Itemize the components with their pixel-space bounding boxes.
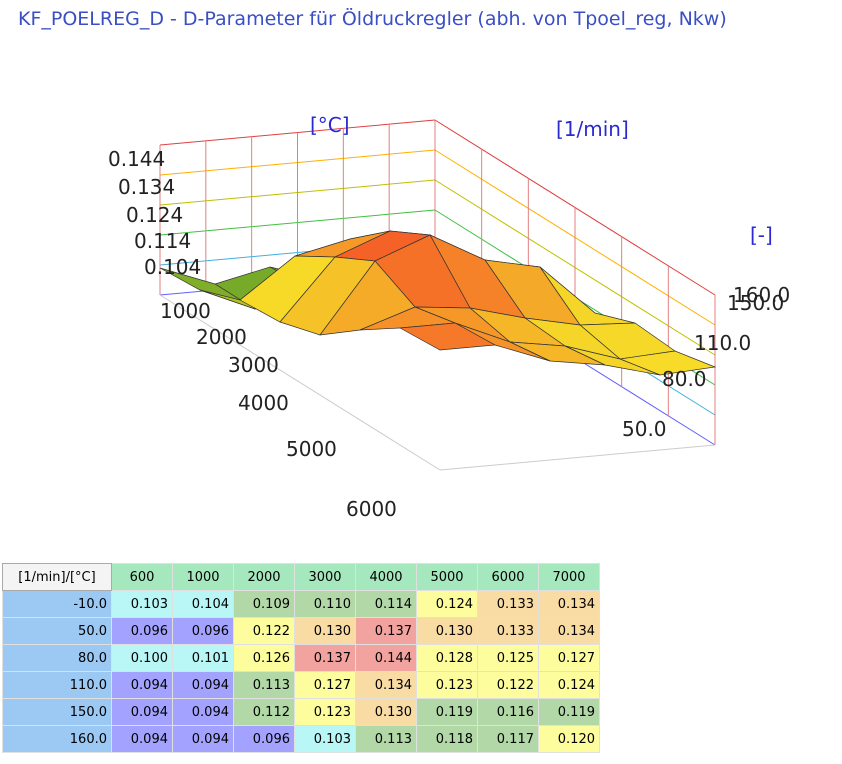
header-row: [1/min]/[°C] 600 1000 2000 3000 4000 5000 6000 7… [2, 563, 600, 591]
value-cell: 0.110 [294, 590, 356, 618]
value-cell: 0.094 [172, 671, 234, 699]
value-cell: 0.120 [538, 725, 600, 753]
z-tick-label: 0.104 [144, 255, 201, 279]
rpm-tick-label: 2000 [196, 325, 247, 349]
value-cell: 0.133 [477, 617, 539, 645]
column-header: 600 [111, 563, 173, 591]
value-cell: 0.096 [111, 617, 173, 645]
column-header: 2000 [233, 563, 295, 591]
z-tick-label: 0.144 [108, 147, 165, 171]
data-row: 80.0 0.100 0.101 0.126 0.137 0.144 0.128 0.125 0… [2, 644, 600, 672]
data-row: 50.0 0.096 0.096 0.122 0.130 0.137 0.130 0.133 0… [2, 617, 600, 645]
row-header: 50.0 [2, 617, 112, 645]
surface-patch [398, 322, 497, 351]
value-cell: 0.119 [538, 698, 600, 726]
value-cell: 0.117 [477, 725, 539, 753]
value-cell: 0.096 [172, 617, 234, 645]
value-cell: 0.134 [538, 617, 600, 645]
axis-label: [1/min] [556, 117, 629, 141]
data-row: 160.0 0.094 0.094 0.096 0.103 0.113 0.118 0.117… [2, 725, 600, 753]
temp-tick-label: 150.0 [727, 291, 784, 315]
column-header: 4000 [355, 563, 417, 591]
value-cell: 0.112 [233, 698, 295, 726]
value-cell: 0.109 [233, 590, 295, 618]
map-table: [1/min]/[°C] 600 1000 2000 3000 4000 5000 6000 7… [2, 563, 600, 753]
rpm-tick-label: 3000 [228, 353, 279, 377]
z-tick-label: 0.114 [134, 229, 191, 253]
value-cell: 0.133 [477, 590, 539, 618]
value-cell: 0.137 [294, 644, 356, 672]
value-cell: 0.116 [477, 698, 539, 726]
data-row: 110.0 0.094 0.094 0.113 0.127 0.134 0.123 0.122… [2, 671, 600, 699]
z-tick-label: 0.124 [126, 203, 183, 227]
floor-line [439, 444, 716, 471]
temp-tick-label: 160.0 [733, 283, 790, 307]
row-header: -10.0 [2, 590, 112, 618]
value-cell: 0.124 [538, 671, 600, 699]
value-cell: 0.113 [355, 725, 417, 753]
column-header: 1000 [172, 563, 234, 591]
value-cell: 0.100 [111, 644, 173, 672]
value-cell: 0.125 [477, 644, 539, 672]
column-header: 7000 [538, 563, 600, 591]
rpm-tick-label: 6000 [346, 497, 397, 521]
rpm-tick-label: 1000 [160, 299, 211, 323]
value-cell: 0.134 [538, 590, 600, 618]
value-cell: 0.113 [233, 671, 295, 699]
value-cell: 0.103 [294, 725, 356, 753]
value-cell: 0.130 [294, 617, 356, 645]
value-cell: 0.124 [416, 590, 478, 618]
floor-line [159, 294, 441, 471]
row-header: 150.0 [2, 698, 112, 726]
temp-tick-label: 110.0 [694, 331, 751, 355]
value-cell: 0.130 [416, 617, 478, 645]
value-cell: 0.114 [355, 590, 417, 618]
data-row: -10.0 0.103 0.104 0.109 0.110 0.114 0.124 0.133… [2, 590, 600, 618]
row-header: 110.0 [2, 671, 112, 699]
row-header: 80.0 [2, 644, 112, 672]
row-header: 160.0 [2, 725, 112, 753]
value-cell: 0.123 [416, 671, 478, 699]
axis-label: [°C] [310, 113, 350, 137]
value-cell: 0.094 [111, 671, 173, 699]
value-cell: 0.094 [111, 725, 173, 753]
value-cell: 0.094 [172, 698, 234, 726]
temp-tick-label: 80.0 [662, 367, 707, 391]
value-cell: 0.134 [355, 671, 417, 699]
value-cell: 0.122 [233, 617, 295, 645]
corner-cell: [1/min]/[°C] [2, 563, 112, 591]
axis-label: [-] [750, 223, 773, 247]
value-cell: 0.094 [172, 725, 234, 753]
value-cell: 0.096 [233, 725, 295, 753]
window-title: KF_POELREG_D - D-Parameter für Öldruckre… [18, 8, 727, 30]
rpm-tick-label: 5000 [286, 437, 337, 461]
value-cell: 0.103 [111, 590, 173, 618]
value-cell: 0.126 [233, 644, 295, 672]
value-cell: 0.101 [172, 644, 234, 672]
value-cell: 0.104 [172, 590, 234, 618]
temp-tick-label: 50.0 [622, 417, 667, 441]
value-cell: 0.123 [294, 698, 356, 726]
value-cell: 0.127 [294, 671, 356, 699]
z-tick-label: 0.134 [118, 175, 175, 199]
column-header: 5000 [416, 563, 478, 591]
value-cell: 0.122 [477, 671, 539, 699]
value-cell: 0.094 [111, 698, 173, 726]
value-cell: 0.128 [416, 644, 478, 672]
column-header: 3000 [294, 563, 356, 591]
value-cell: 0.119 [416, 698, 478, 726]
value-cell: 0.130 [355, 698, 417, 726]
data-row: 150.0 0.094 0.094 0.112 0.123 0.130 0.119 0.116… [2, 698, 600, 726]
value-cell: 0.137 [355, 617, 417, 645]
value-cell: 0.127 [538, 644, 600, 672]
rpm-tick-label: 4000 [238, 391, 289, 415]
value-cell: 0.118 [416, 725, 478, 753]
value-cell: 0.144 [355, 644, 417, 672]
column-header: 6000 [477, 563, 539, 591]
